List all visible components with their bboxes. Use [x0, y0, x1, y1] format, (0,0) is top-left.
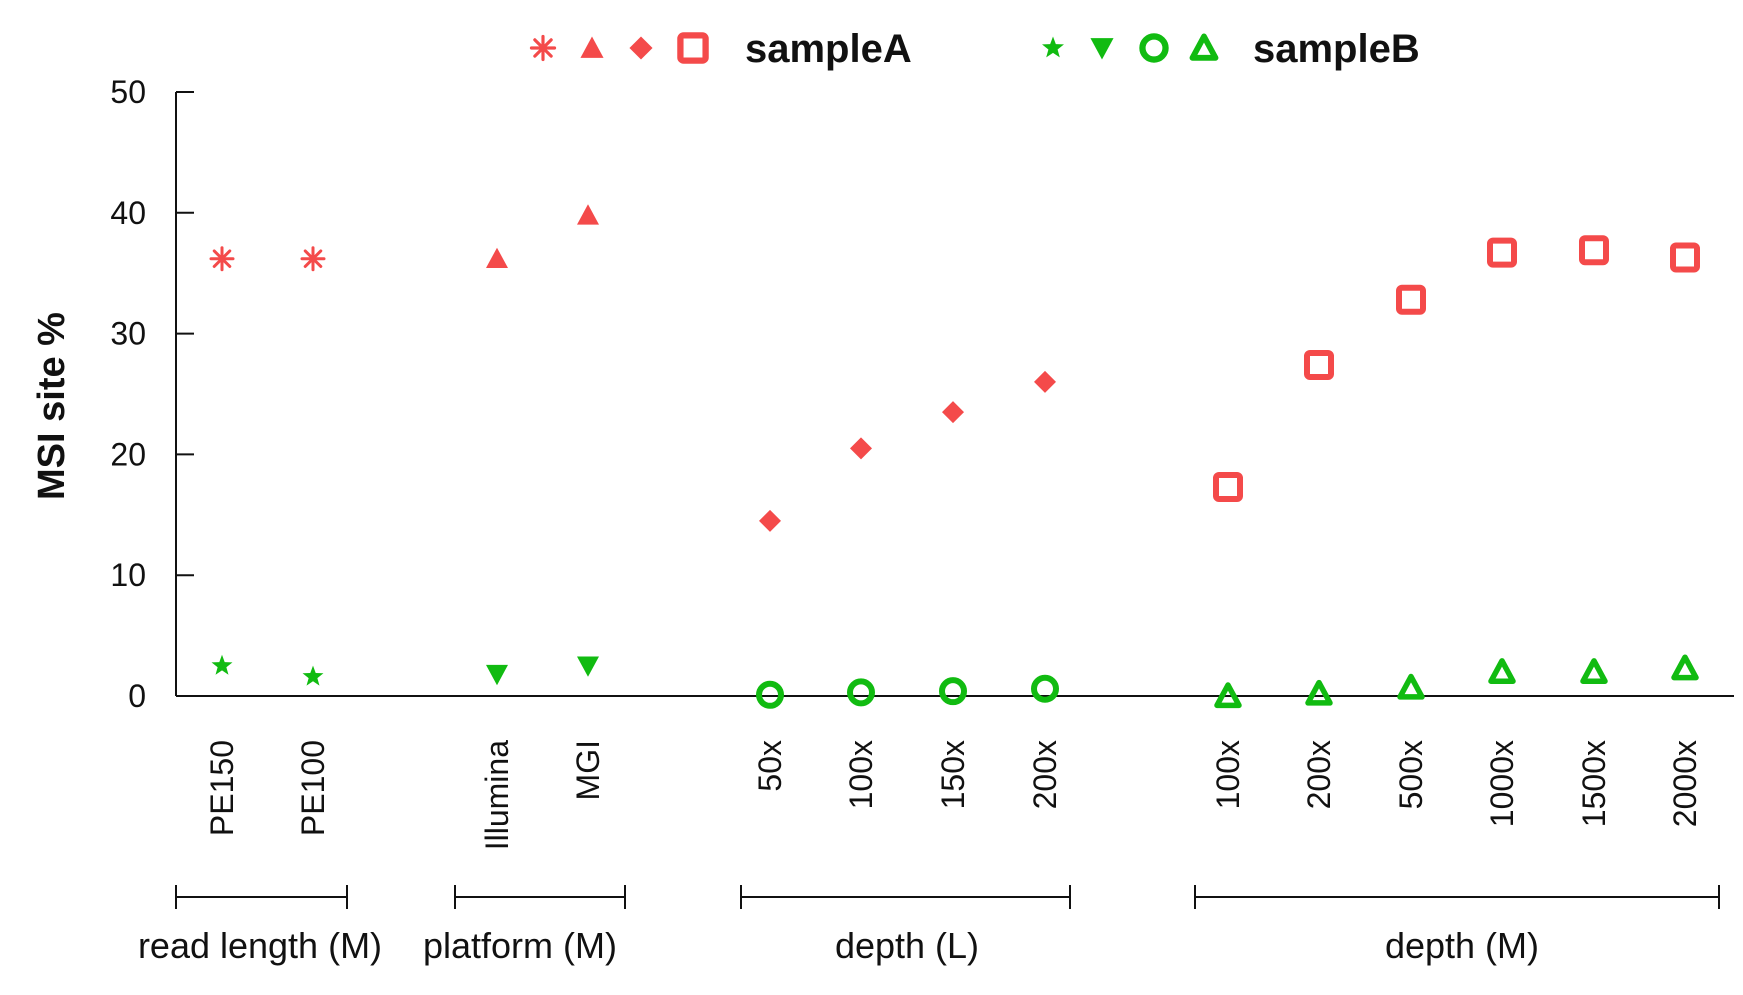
point-sampleA-3-5 [1670, 242, 1700, 273]
legend-marker-asterisk [529, 34, 557, 62]
x-group-label: depth (L) [835, 925, 979, 966]
x-category-label: 100x [843, 740, 879, 809]
point-sampleA-2-2 [942, 401, 964, 424]
x-group-brackets: read length (M) platform (M) depth (L) dept… [138, 885, 1720, 966]
y-axis-title: MSI site % [31, 312, 73, 500]
point-sampleB-3-2 [1397, 673, 1425, 700]
point-sampleA-2-3 [1034, 370, 1056, 393]
point-sampleB-2-1 [847, 678, 875, 707]
point-sampleB-2-0 [756, 680, 784, 709]
point-sampleA-1-1 [577, 204, 599, 225]
point-sampleB-1-0 [486, 664, 508, 686]
point-sampleB-0-1 [302, 665, 324, 686]
x-category-labels: PE150 PE100 Illumina MGI 50x 100x 150x 200x 100x… [204, 740, 1703, 850]
point-sampleA-3-3 [1487, 237, 1517, 268]
x-category-label: 1000x [1484, 740, 1520, 827]
y-tick-label: 0 [128, 678, 146, 714]
y-axis: 0 10 20 30 40 50 MSI site % [31, 74, 1734, 714]
point-sampleA-3-2 [1396, 284, 1426, 315]
x-category-label: MGI [570, 740, 606, 800]
x-category-label: 500x [1393, 740, 1429, 809]
legend-marker-triangle-down [1090, 38, 1114, 60]
point-sampleB-3-4 [1580, 658, 1608, 684]
x-group-label: depth (M) [1385, 925, 1539, 966]
legend-marker-diamond [629, 36, 653, 60]
x-category-label: 2000x [1667, 740, 1703, 827]
x-group-label: read length (M) [138, 925, 382, 966]
legend-label: sampleB [1253, 27, 1420, 71]
x-group-label: platform (M) [423, 925, 617, 966]
y-tick-label: 20 [110, 436, 146, 472]
y-tick-label: 10 [110, 557, 146, 593]
point-sampleA-3-4 [1579, 235, 1609, 266]
point-sampleA-0-1 [300, 246, 326, 272]
point-sampleB-2-2 [939, 677, 967, 706]
point-sampleB-0-0 [211, 654, 233, 675]
legend-label: sampleA [745, 27, 912, 71]
x-category-label: Illumina [479, 740, 515, 850]
x-category-label: 150x [935, 740, 971, 809]
legend-marker-square-open [677, 32, 709, 64]
y-tick-label: 50 [110, 74, 146, 110]
legend: sampleA sampleB [529, 27, 1420, 71]
point-sampleA-0-0 [209, 246, 235, 272]
data-points [209, 204, 1700, 709]
point-sampleB-3-1 [1305, 679, 1333, 706]
legend-marker-triangle-open [1189, 33, 1219, 61]
x-category-label: 200x [1301, 740, 1337, 809]
point-sampleB-1-1 [577, 656, 599, 677]
legend-entry-sampleA: sampleA [529, 27, 912, 71]
point-sampleA-1-0 [486, 247, 508, 269]
point-sampleA-3-0 [1213, 472, 1243, 503]
y-tick-label: 30 [110, 316, 146, 352]
point-sampleB-3-0 [1214, 682, 1242, 709]
point-sampleB-3-3 [1488, 658, 1516, 684]
x-category-label: 200x [1027, 740, 1063, 809]
x-category-label: PE100 [295, 740, 331, 836]
x-category-label: PE150 [204, 740, 240, 836]
legend-marker-circle-open [1139, 33, 1169, 63]
x-category-label: 1500x [1576, 740, 1612, 827]
point-sampleB-3-5 [1671, 654, 1699, 681]
legend-entry-sampleB: sampleB [1042, 27, 1420, 71]
legend-marker-star [1042, 36, 1064, 58]
point-sampleA-2-1 [850, 437, 872, 460]
point-sampleA-2-0 [759, 509, 781, 532]
y-tick-label: 40 [110, 195, 146, 231]
legend-marker-triangle-up [580, 36, 604, 58]
point-sampleB-2-3 [1031, 674, 1059, 703]
point-sampleA-3-1 [1304, 350, 1334, 381]
x-category-label: 100x [1210, 740, 1246, 809]
x-category-label: 50x [752, 740, 788, 792]
